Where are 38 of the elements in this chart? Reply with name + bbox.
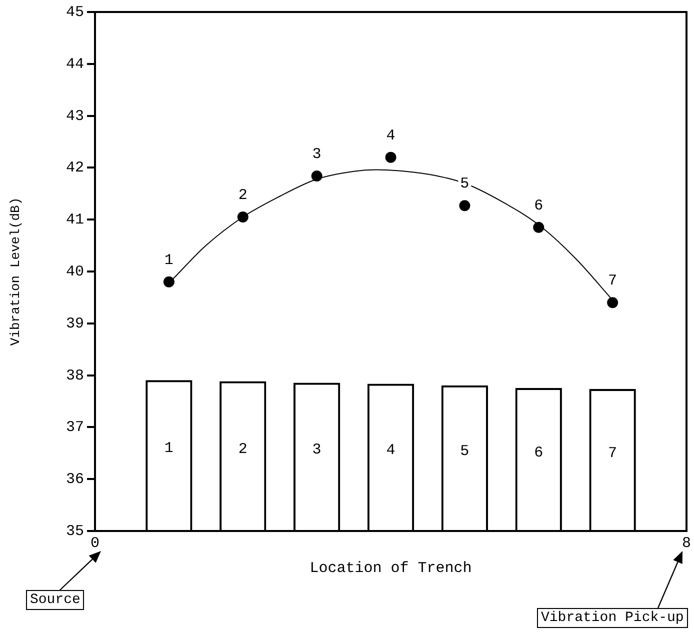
annotation: 6: [534, 444, 544, 462]
annotation: 3: [312, 442, 322, 459]
y-tick-label: 40: [66, 263, 84, 280]
text: Vibration Pick-up: [537, 608, 688, 628]
annotation: 2: [238, 186, 248, 204]
y-tick-label: 45: [66, 4, 84, 21]
annotation: 1: [164, 440, 174, 458]
point: [237, 212, 248, 223]
y-axis-title: Vibration Level(dB): [8, 197, 24, 346]
y-tick-label: 35: [66, 522, 84, 540]
x-axis-title: Location of Trench: [310, 560, 472, 577]
y-tick-label: 41: [66, 212, 84, 229]
y-tick-label: 36: [66, 471, 84, 488]
y-tick-label: 44: [66, 56, 84, 73]
text: Source: [26, 590, 84, 610]
annotation: 3: [312, 146, 322, 163]
y-tick-label: 39: [66, 315, 84, 332]
y-tick-label: 37: [66, 419, 84, 436]
x-tick-label: 0: [90, 534, 100, 552]
point: [311, 170, 322, 182]
y-tick-label: 43: [66, 108, 84, 125]
point: [163, 276, 174, 288]
point: [385, 152, 396, 163]
point: [459, 200, 470, 212]
annotation: 7: [608, 272, 618, 290]
point: [607, 297, 618, 308]
y-tick-label: 38: [66, 367, 84, 384]
x-tick-label: 8: [682, 534, 692, 552]
annotation: 5: [460, 176, 470, 193]
annotation: 5: [460, 443, 470, 460]
annotation: 2: [238, 440, 248, 458]
annotation: 4: [386, 442, 396, 460]
y-tick-label: 42: [66, 160, 84, 177]
annotation: 6: [534, 197, 544, 214]
point: [533, 222, 544, 233]
annotation: 1: [164, 252, 174, 269]
annotation: 4: [386, 127, 396, 144]
annotation: 7: [608, 445, 618, 462]
